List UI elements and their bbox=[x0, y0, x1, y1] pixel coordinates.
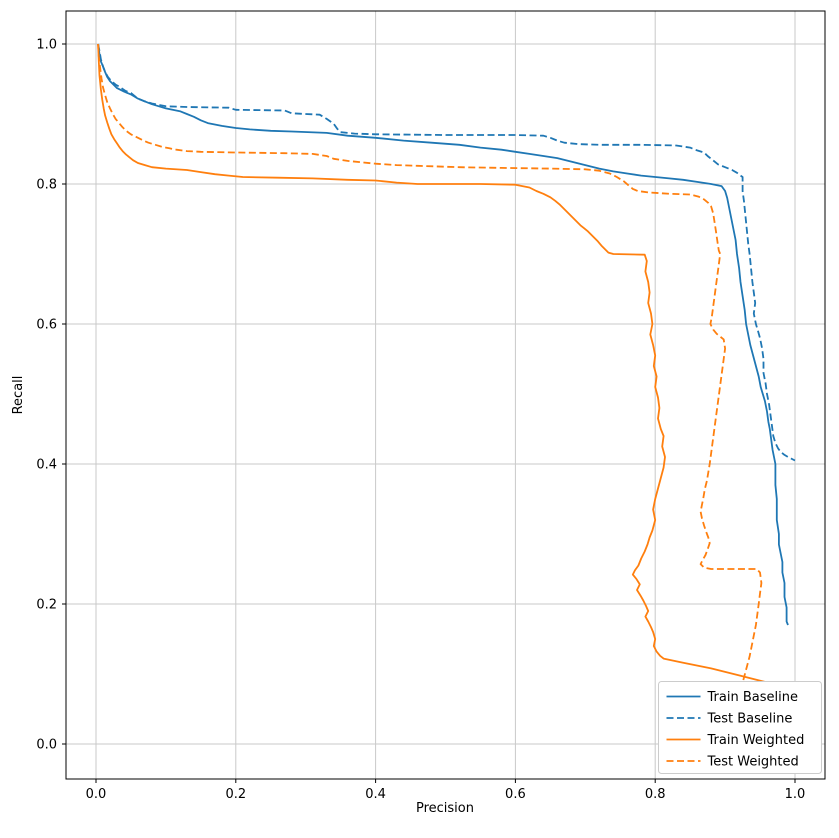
series-line-test-weighted bbox=[97, 43, 763, 734]
ticks-layer: 0.0 0.2 0.4 0.6 0.8 1.0 0.0 0.2 0.4 0.6 0.8 1.0 bbox=[36, 38, 805, 803]
series-line-train-baseline bbox=[97, 43, 789, 626]
x-tick-label: 0.4 bbox=[365, 787, 386, 802]
x-axis-label: Precision bbox=[416, 801, 474, 816]
x-tick-label: 0.2 bbox=[225, 787, 246, 802]
x-tick-label: 1.0 bbox=[785, 787, 806, 802]
legend-label-test-weighted: Test Weighted bbox=[707, 755, 799, 770]
legend-item-train-baseline: Train Baseline bbox=[666, 690, 798, 705]
y-axis-label: Recall bbox=[11, 376, 26, 415]
legend-box bbox=[658, 681, 822, 774]
grid-layer bbox=[66, 11, 825, 779]
y-tick-label: 0.6 bbox=[36, 318, 57, 333]
legend-item-test-baseline: Test Baseline bbox=[666, 712, 793, 727]
legend-label-train-weighted: Train Weighted bbox=[707, 733, 805, 748]
legend-label-train-baseline: Train Baseline bbox=[707, 690, 798, 705]
y-tick-label: 0.8 bbox=[36, 178, 57, 193]
legend-item-test-weighted: Test Weighted bbox=[666, 755, 799, 770]
y-tick-label: 0.0 bbox=[36, 738, 57, 753]
series-line-train-weighted bbox=[97, 43, 796, 691]
y-tick-label: 0.2 bbox=[36, 598, 57, 613]
x-tick-label: 0.0 bbox=[86, 787, 107, 802]
y-tick-label: 0.4 bbox=[36, 458, 57, 473]
x-tick-label: 0.8 bbox=[645, 787, 666, 802]
x-tick-label: 0.6 bbox=[505, 787, 526, 802]
series-layer bbox=[97, 43, 796, 734]
plot-border bbox=[65, 10, 826, 780]
series-line-test-baseline bbox=[97, 43, 796, 462]
legend: Train Baseline Test Baseline Train Weighte… bbox=[658, 681, 822, 774]
legend-item-train-weighted: Train Weighted bbox=[666, 733, 805, 748]
legend-label-test-baseline: Test Baseline bbox=[707, 712, 793, 727]
y-tick-label: 1.0 bbox=[36, 38, 57, 53]
